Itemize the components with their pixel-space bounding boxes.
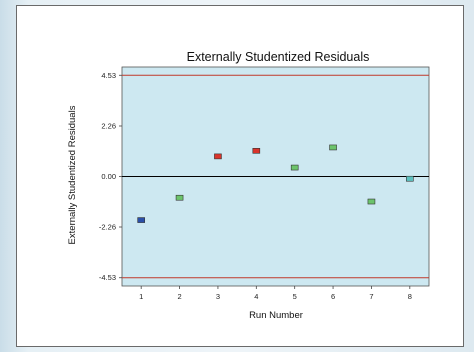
data-point (252, 148, 261, 154)
y-tick-label: 2.26 (101, 121, 116, 130)
data-point (329, 144, 337, 151)
data-point (406, 175, 414, 182)
x-tick-label: 7 (369, 292, 373, 301)
x-axis-title: Run Number (249, 310, 303, 321)
x-tick-label: 1 (139, 292, 143, 301)
y-axis-title: Externally Studentized Residuals (67, 105, 78, 244)
chart-title: Externally Studentized Residuals (187, 50, 370, 64)
x-tick-label: 8 (408, 292, 412, 301)
data-point (175, 194, 184, 201)
data-point (290, 164, 299, 171)
x-tick-label: 2 (177, 292, 181, 301)
y-tick-label: 0.00 (101, 172, 116, 181)
data-point (214, 153, 222, 160)
y-tick-label: -4.53 (99, 273, 116, 282)
data-point (137, 217, 145, 223)
x-tick-label: 4 (254, 292, 258, 301)
data-point (367, 198, 376, 205)
y-tick-label: -2.26 (99, 223, 116, 232)
x-tick-label: 6 (331, 292, 335, 301)
y-tick-label: 4.53 (101, 71, 116, 80)
x-tick-label: 5 (293, 292, 297, 301)
x-tick-label: 3 (216, 292, 220, 301)
